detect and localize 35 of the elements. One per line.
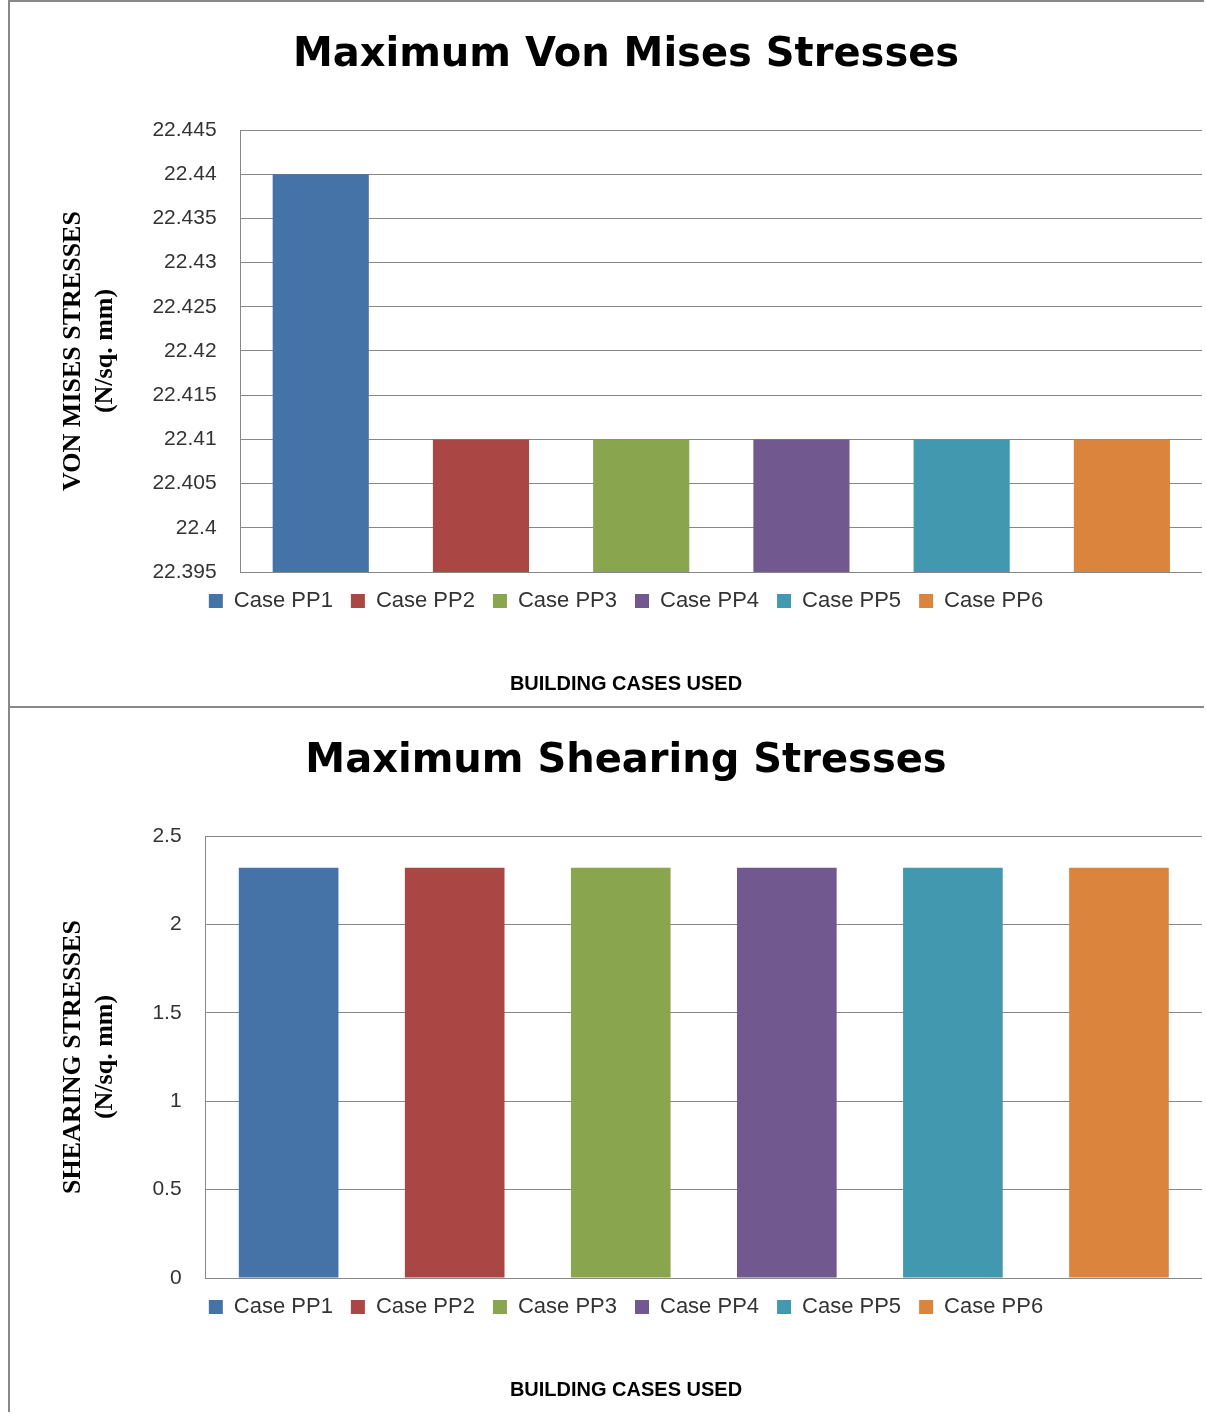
y-tick-label: 22.41: [164, 426, 217, 450]
y-tick-label: 0: [169, 1264, 182, 1288]
y-tick-label: 0.5: [152, 1176, 182, 1200]
legend-label: Case PP4: [660, 587, 760, 613]
y-tick-label: 22.43: [164, 249, 217, 273]
chart-title: Maximum Shearing Stresses: [305, 735, 947, 782]
legend-label: Case PP2: [375, 587, 475, 613]
y-tick-label: 22.4: [175, 514, 217, 538]
y-tick-label: 2.5: [152, 822, 182, 846]
legend-label: Case PP5: [802, 1293, 902, 1319]
legend-label: Case PP5: [802, 587, 902, 613]
y-tick-label: 1: [169, 1088, 182, 1111]
y-tick-label: 22.445: [152, 116, 217, 140]
y-tick-label: 22.435: [152, 205, 217, 229]
y-axis-title: VON MISES STRESSES (N/sq. mm): [57, 211, 118, 491]
legend-label: Case PP1: [233, 587, 333, 613]
x-axis-title: BUILDING CASES USED: [509, 671, 743, 694]
y-tick-label: 1.5: [152, 999, 182, 1023]
y-tick-label: 2: [169, 911, 182, 935]
legend-label: Case PP3: [517, 1293, 618, 1319]
legend-label: Case PP3: [517, 587, 618, 613]
y-tick-label: 22.42: [164, 337, 217, 361]
chart-title: Maximum Von Mises Stresses: [292, 29, 960, 76]
legend-label: Case PP1: [233, 1293, 333, 1319]
y-tick-label: 22.425: [152, 293, 217, 317]
y-axis-title: SHEARING STRESSES (N/sq. mm): [57, 920, 118, 1194]
legend-label: Case PP6: [944, 587, 1044, 613]
legend-label: Case PP2: [375, 1293, 475, 1319]
y-tick-label: 22.415: [152, 382, 217, 405]
x-axis-title: BUILDING CASES USED: [509, 1377, 743, 1400]
y-tick-label: 22.405: [152, 470, 217, 494]
y-tick-label: 22.44: [164, 161, 217, 184]
legend-label: Case PP6: [944, 1293, 1044, 1319]
legend-label: Case PP4: [660, 1293, 760, 1319]
y-tick-label: 22.395: [152, 558, 217, 582]
